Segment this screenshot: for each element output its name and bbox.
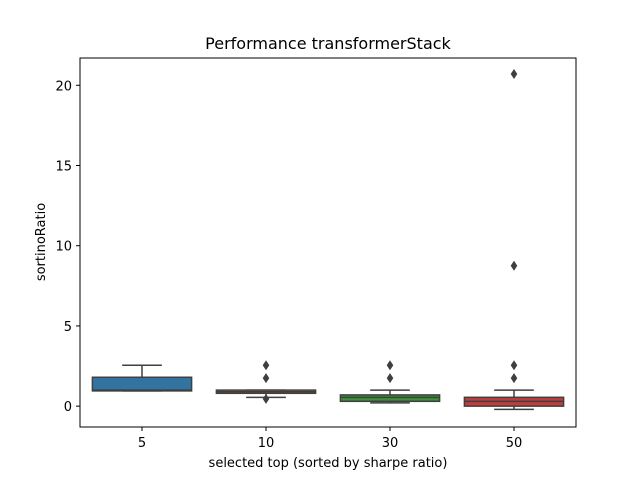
y-tick-label: 5 [64,320,72,335]
y-tick-label: 0 [64,400,72,415]
y-axis: 0 5 10 15 20 [55,79,80,415]
x-axis-label: selected top (sorted by sharpe ratio) [209,456,448,471]
plot-area [80,58,576,427]
plot-frame [79,57,577,428]
box-body [91,376,193,392]
y-tick-label: 10 [55,240,72,255]
outlier-point [510,260,518,271]
outlier-point [510,69,518,80]
chart-title: Performance transformerStack [205,34,451,53]
outlier-point [386,360,394,371]
boxes-layer [91,69,565,411]
outlier-point [386,373,394,384]
outlier-point [262,360,270,371]
box-body [339,394,441,403]
box-group-50 [463,69,565,411]
x-tick-label: 10 [258,436,275,451]
x-axis: 5 10 30 50 [138,427,522,451]
y-axis-label: sortinoRatio [34,203,49,281]
box-group-30 [339,360,441,404]
outlier-point [262,373,270,384]
x-tick-label: 5 [138,436,146,451]
outlier-point [510,360,518,371]
y-tick-label: 15 [55,159,72,174]
outlier-point [510,373,518,384]
box-group-5 [91,364,193,392]
x-tick-label: 50 [506,436,523,451]
box-group-10 [215,360,317,404]
outlier-point [262,393,270,404]
y-tick-label: 20 [55,79,72,94]
x-tick-label: 30 [382,436,399,451]
